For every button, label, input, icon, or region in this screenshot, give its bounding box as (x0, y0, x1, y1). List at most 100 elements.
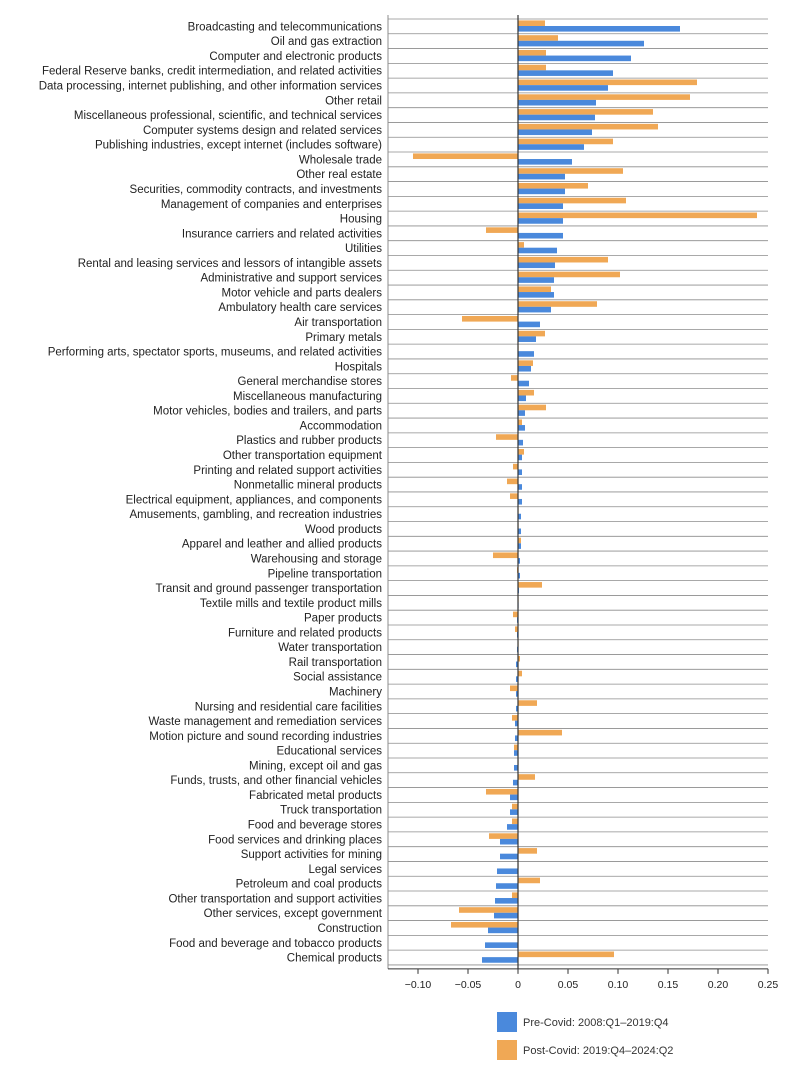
bar-pre-covid (516, 676, 518, 682)
category-label: Wood products (305, 524, 382, 536)
bar-pre-covid (518, 70, 613, 76)
category-label: Miscellaneous professional, scientific, … (74, 110, 382, 122)
category-label: Primary metals (305, 332, 382, 344)
category-label: Mining, except oil and gas (249, 760, 382, 772)
bar-post-covid (513, 611, 518, 618)
category-label: Electrical equipment, appliances, and co… (126, 494, 383, 506)
category-label: Computer and electronic products (209, 51, 382, 63)
category-label: Ambulatory health care services (218, 302, 382, 314)
bar-post-covid (518, 138, 613, 145)
bar-post-covid (518, 449, 524, 455)
bar-pre-covid (515, 720, 518, 727)
bar-post-covid (489, 833, 518, 839)
bar-pre-covid (518, 380, 529, 387)
category-label: Chemical products (287, 953, 382, 965)
bar-pre-covid (514, 750, 518, 756)
bar-pre-covid (518, 277, 554, 283)
category-label: Motor vehicle and parts dealers (222, 287, 383, 299)
bar-post-covid (518, 670, 522, 677)
bar-pre-covid (494, 912, 518, 919)
bar-post-covid (518, 94, 690, 100)
bar-pre-covid (518, 159, 572, 165)
bar-post-covid (518, 286, 551, 293)
x-tick-label: 0.20 (708, 979, 729, 991)
category-label: Management of companies and enterprises (161, 199, 382, 211)
bar-pre-covid (518, 188, 565, 195)
bar-pre-covid (516, 661, 518, 668)
bar-pre-covid (488, 927, 518, 934)
bar-post-covid (486, 227, 518, 233)
category-label: Plastics and rubber products (236, 435, 382, 447)
bar-post-covid (518, 404, 546, 411)
bar-post-covid (507, 478, 518, 485)
category-label: Printing and related support activities (193, 465, 382, 477)
bar-post-covid (518, 256, 608, 263)
bar-post-covid (518, 729, 562, 736)
bar-pre-covid (507, 824, 518, 830)
bar-pre-covid (497, 868, 518, 875)
bar-post-covid (510, 493, 518, 499)
category-label: Wholesale trade (299, 154, 382, 166)
category-label: Miscellaneous manufacturing (233, 391, 382, 403)
bar-pre-covid (518, 321, 540, 328)
bar-post-covid (518, 774, 535, 780)
bar-pre-covid (518, 454, 522, 461)
category-label: Other transportation and support activit… (168, 893, 382, 905)
x-tick-label: −0.05 (455, 979, 482, 991)
bar-pre-covid (482, 957, 518, 963)
bar-post-covid (518, 700, 537, 706)
bar-post-covid (512, 803, 518, 810)
category-label: Performing arts, spectator sports, museu… (48, 347, 383, 359)
bar-post-covid (518, 242, 524, 248)
category-label: Oil and gas extraction (271, 36, 382, 48)
category-label: Apparel and leather and allied products (182, 539, 382, 551)
category-label: Textile mills and textile product mills (200, 598, 382, 610)
category-label: Accommodation (300, 420, 382, 432)
category-label: Rental and leasing services and lessors … (78, 258, 383, 270)
bar-pre-covid (518, 425, 525, 431)
category-label: Petroleum and coal products (236, 879, 383, 891)
bar-pre-covid (518, 247, 557, 254)
bar-pre-covid (518, 99, 596, 106)
bar-post-covid (510, 685, 518, 692)
bar-pre-covid (518, 498, 522, 505)
legend-label-post: Post-Covid: 2019:Q4–2024:Q2 (523, 1045, 673, 1057)
bar-post-covid (518, 389, 534, 396)
category-labels: Broadcasting and telecommunications Oil a… (39, 21, 383, 964)
category-label: Hospitals (335, 361, 383, 373)
x-tick-label: 0.10 (608, 979, 629, 991)
category-label: Other transportation equipment (223, 450, 383, 462)
bar-post-covid (518, 951, 614, 958)
bar-pre-covid (510, 794, 518, 801)
category-label: Machinery (329, 686, 382, 698)
x-tick-label: 0.15 (658, 979, 679, 991)
category-label: Air transportation (294, 317, 382, 329)
x-tick-label: 0 (515, 979, 521, 991)
category-label: Transit and ground passenger transportat… (155, 583, 382, 595)
bar-post-covid (518, 877, 540, 884)
category-label: General merchandise stores (238, 376, 383, 388)
category-label: Pipeline transportation (268, 568, 382, 580)
category-label: Administrative and support services (200, 273, 382, 285)
bar-post-covid (518, 168, 623, 174)
category-label: Warehousing and storage (251, 553, 382, 565)
bar-post-covid (512, 892, 518, 899)
category-label: Other retail (325, 95, 382, 107)
bar-post-covid (518, 79, 697, 86)
bar-post-covid (513, 463, 518, 470)
bar-post-covid (518, 330, 545, 337)
category-label: Food services and drinking places (208, 834, 382, 846)
bar-pre-covid (518, 114, 595, 121)
bar-pre-covid (516, 705, 518, 712)
category-label: Data processing, internet publishing, an… (39, 81, 383, 93)
bar-pre-covid (518, 40, 644, 47)
category-label: Housing (340, 214, 382, 226)
bar-pre-covid (518, 351, 534, 357)
bar-pre-covid (518, 469, 522, 475)
bar-pre-covid (518, 232, 563, 239)
category-label: Educational services (277, 746, 383, 758)
bar-pre-covid (518, 395, 526, 402)
category-label: Furniture and related products (228, 627, 382, 639)
category-label: Publishing industries, except internet (… (95, 140, 382, 152)
